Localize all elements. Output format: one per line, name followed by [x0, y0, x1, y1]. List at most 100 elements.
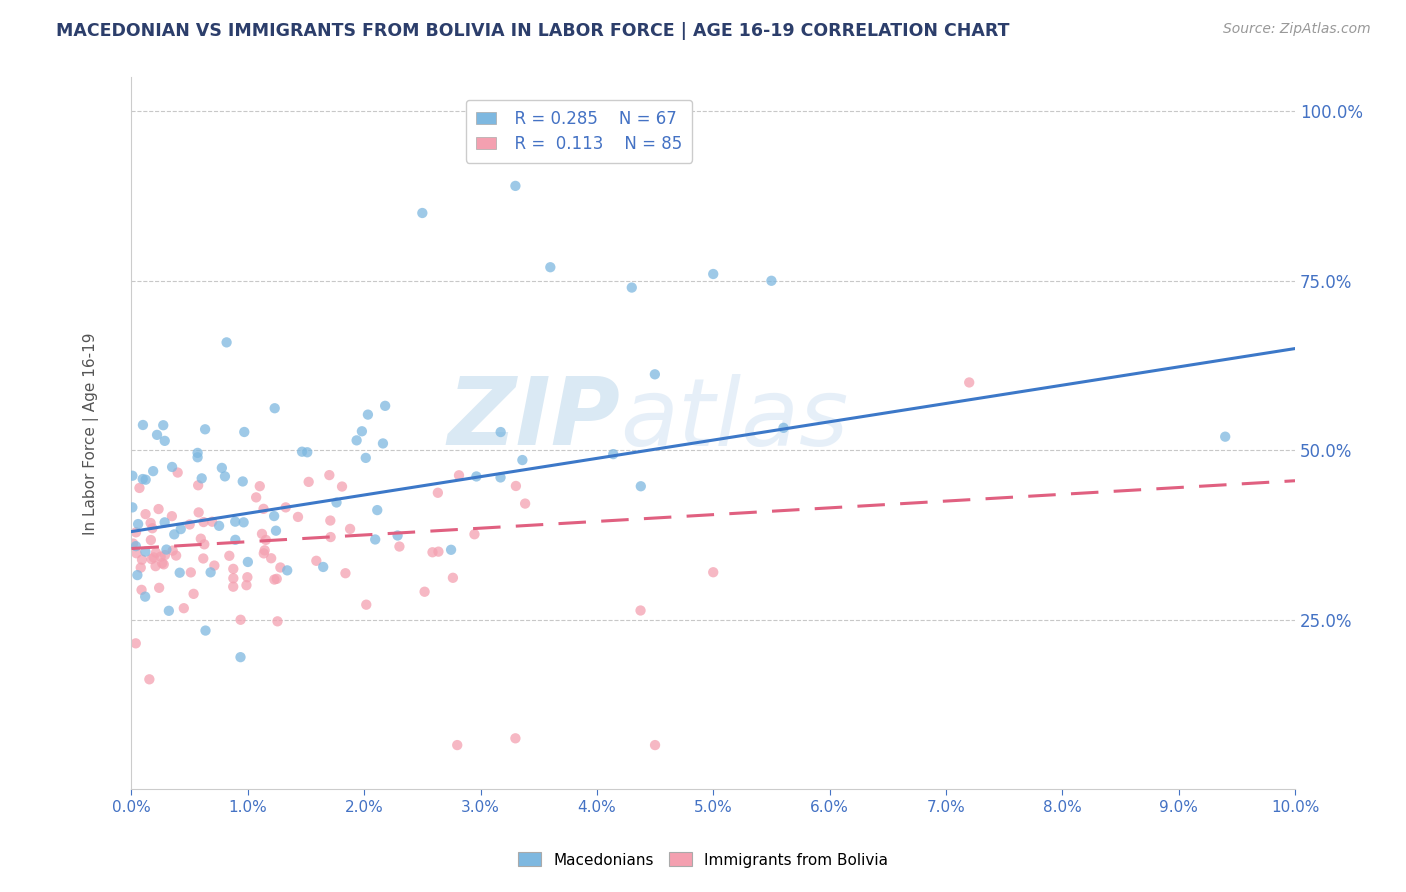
Point — [339, 522, 361, 536]
Point — [489, 425, 512, 439]
Point — [153, 516, 176, 530]
Point — [253, 546, 276, 560]
Point — [253, 543, 276, 558]
Point — [446, 738, 468, 752]
Point — [298, 475, 321, 489]
Point — [128, 481, 150, 495]
Point — [505, 178, 527, 193]
Point — [644, 368, 666, 382]
Point — [463, 527, 485, 541]
Point — [121, 468, 143, 483]
Point — [149, 549, 172, 564]
Point — [447, 468, 470, 483]
Point — [224, 533, 246, 547]
Legend:   R = 0.285    N = 67,   R =  0.113    N = 85: R = 0.285 N = 67, R = 0.113 N = 85 — [465, 100, 692, 162]
Point — [139, 533, 162, 547]
Point — [127, 568, 149, 582]
Point — [148, 502, 170, 516]
Point — [263, 509, 285, 524]
Point — [169, 566, 191, 580]
Point — [152, 558, 174, 572]
Point — [211, 461, 233, 475]
Point — [413, 584, 436, 599]
Point — [155, 542, 177, 557]
Point — [145, 559, 167, 574]
Point — [305, 554, 328, 568]
Point — [426, 485, 449, 500]
Point — [134, 590, 156, 604]
Point — [274, 500, 297, 515]
Point — [702, 566, 724, 580]
Point — [465, 469, 488, 483]
Point — [505, 479, 527, 493]
Point — [187, 446, 209, 460]
Point — [489, 470, 512, 484]
Point — [388, 540, 411, 554]
Point — [141, 552, 163, 566]
Point — [166, 466, 188, 480]
Point — [263, 573, 285, 587]
Point — [772, 421, 794, 435]
Point — [222, 571, 245, 585]
Point — [297, 445, 319, 459]
Point — [146, 428, 169, 442]
Point — [620, 280, 643, 294]
Point — [325, 495, 347, 509]
Point — [505, 731, 527, 746]
Point — [364, 533, 387, 547]
Point — [132, 472, 155, 486]
Text: In Labor Force | Age 16-19: In Labor Force | Age 16-19 — [83, 332, 98, 534]
Point — [125, 525, 148, 540]
Point — [125, 539, 148, 553]
Point — [630, 479, 652, 493]
Point — [180, 566, 202, 580]
Text: MACEDONIAN VS IMMIGRANTS FROM BOLIVIA IN LABOR FORCE | AGE 16-19 CORRELATION CHA: MACEDONIAN VS IMMIGRANTS FROM BOLIVIA IN… — [56, 22, 1010, 40]
Point — [222, 562, 245, 576]
Point — [193, 551, 215, 566]
Point — [229, 613, 252, 627]
Point — [145, 546, 167, 560]
Point — [441, 571, 464, 585]
Point — [422, 545, 444, 559]
Point — [291, 444, 314, 458]
Text: atlas: atlas — [620, 374, 848, 465]
Point — [138, 673, 160, 687]
Point — [218, 549, 240, 563]
Point — [630, 603, 652, 617]
Point — [387, 528, 409, 542]
Point — [249, 479, 271, 493]
Point — [350, 424, 373, 438]
Point — [214, 469, 236, 483]
Point — [187, 450, 209, 465]
Point — [602, 447, 624, 461]
Point — [129, 560, 152, 574]
Point — [354, 450, 377, 465]
Point — [232, 516, 254, 530]
Point — [1213, 430, 1236, 444]
Point — [162, 543, 184, 558]
Point — [233, 425, 256, 439]
Point — [269, 560, 291, 574]
Point — [193, 537, 215, 551]
Point — [122, 536, 145, 550]
Point — [160, 460, 183, 475]
Point — [173, 601, 195, 615]
Point — [366, 503, 388, 517]
Point — [287, 510, 309, 524]
Point — [187, 505, 209, 519]
Point — [190, 532, 212, 546]
Point — [245, 491, 267, 505]
Point — [319, 514, 342, 528]
Point — [193, 515, 215, 529]
Point — [312, 560, 335, 574]
Point — [152, 418, 174, 433]
Point — [132, 417, 155, 432]
Point — [263, 401, 285, 416]
Point — [229, 650, 252, 665]
Point — [702, 267, 724, 281]
Point — [148, 581, 170, 595]
Point — [142, 464, 165, 478]
Point — [157, 604, 180, 618]
Point — [142, 550, 165, 565]
Point — [215, 335, 238, 350]
